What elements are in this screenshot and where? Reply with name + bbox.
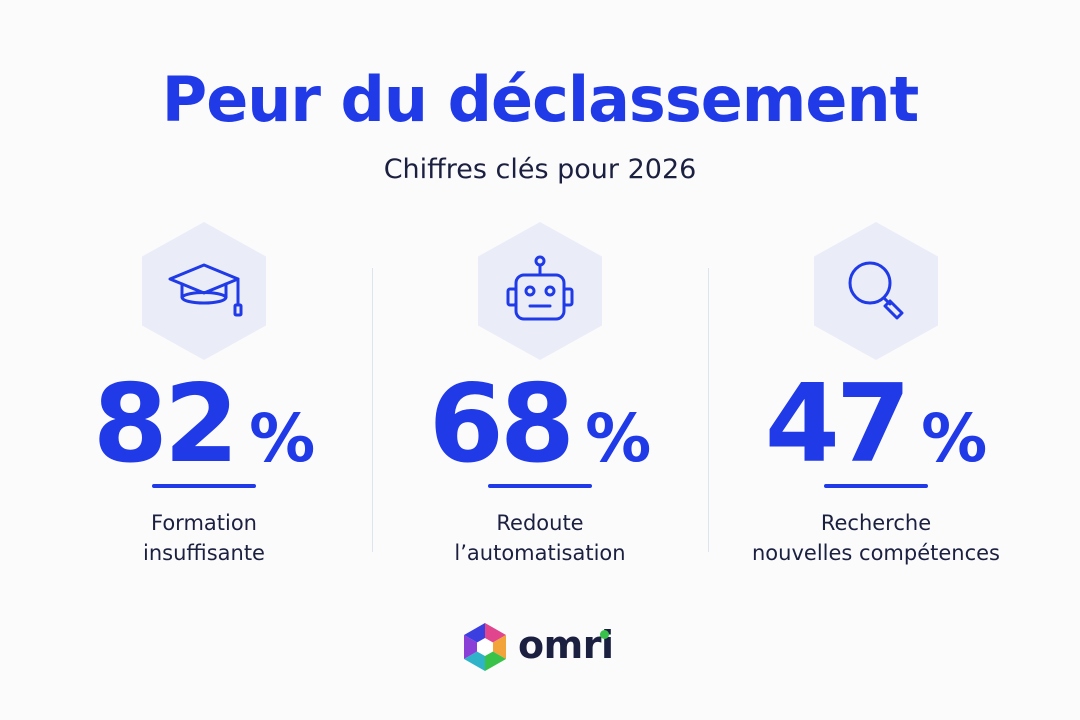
stat-card-competences: 47% Recherche nouvelles compétences (708, 220, 1044, 580)
page-subtitle: Chiffres clés pour 2026 (383, 154, 697, 185)
omri-hexagon-logo-icon (464, 623, 506, 671)
stat-label-line2: l’automatisation (454, 541, 626, 565)
stat-value: 68% (372, 360, 708, 487)
stat-underline (824, 484, 928, 488)
stat-number: 68 (428, 362, 575, 487)
stat-label-line2: insuffisante (143, 541, 265, 565)
stat-underline (152, 484, 256, 488)
icon-hexagon-badge (478, 222, 602, 360)
stat-unit: % (585, 400, 652, 477)
page-title: Peur du déclassement (161, 63, 919, 136)
stat-label-line1: Redoute (496, 511, 584, 535)
stat-label: Redoute l’automatisation (372, 508, 708, 568)
graduation-cap-icon (168, 263, 243, 317)
column-divider (708, 268, 709, 552)
brand-name: omri (518, 623, 614, 667)
column-divider (372, 268, 373, 552)
stat-label-line1: Recherche (820, 511, 932, 535)
stat-label: Formation insuffisante (36, 508, 372, 568)
stat-underline (488, 484, 592, 488)
stat-card-formation: 82% Formation insuffisante (36, 220, 372, 580)
brand-logo: omri (462, 620, 632, 676)
stat-number: 47 (764, 362, 911, 487)
stat-label-line1: Formation (151, 511, 257, 535)
stat-label-line2: nouvelles compétences (752, 541, 1000, 565)
magnifier-icon (848, 261, 904, 320)
icon-hexagon-badge (142, 222, 266, 360)
stat-number: 82 (92, 362, 239, 487)
icon-hexagon-badge (814, 222, 938, 360)
brand-dot-accent (600, 630, 609, 639)
stat-unit: % (249, 400, 316, 477)
stat-unit: % (921, 400, 988, 477)
robot-icon (506, 255, 574, 321)
stat-value: 47% (708, 360, 1044, 487)
stat-card-automatisation: 68% Redoute l’automatisation (372, 220, 708, 580)
stat-label: Recherche nouvelles compétences (708, 508, 1044, 568)
stat-value: 82% (36, 360, 372, 487)
